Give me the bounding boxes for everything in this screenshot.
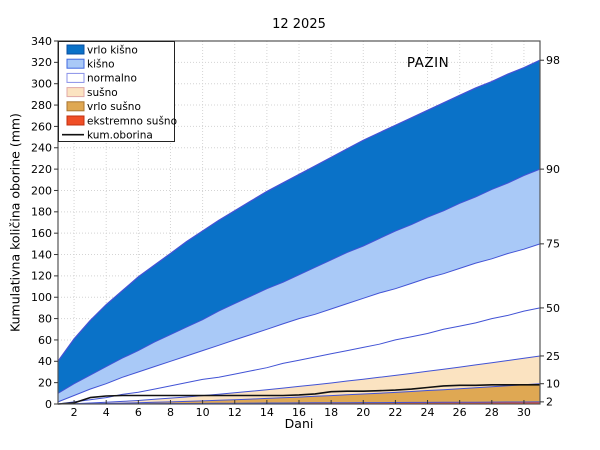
x-tick-label: 24 (421, 406, 435, 419)
y-tick-label: 20 (38, 376, 52, 389)
band-ki-no (58, 169, 540, 402)
band-vrlo-su-no (58, 383, 540, 404)
right-axis-percentile-label: 10 (546, 378, 560, 391)
y-tick-label: 80 (38, 312, 52, 325)
x-tick-label: 4 (103, 406, 110, 419)
y-tick-label: 240 (31, 142, 52, 155)
y-tick-label: 100 (31, 291, 52, 304)
y-tick-label: 40 (38, 355, 52, 368)
legend-label: vrlo kišno (87, 44, 138, 56)
right-axis-percentile-label: 25 (546, 350, 560, 363)
x-tick-label: 16 (292, 406, 306, 419)
x-tick-label: 6 (135, 406, 142, 419)
y-tick-label: 340 (31, 35, 52, 48)
y-tick-label: 60 (38, 334, 52, 347)
band-vrlo-ki-no (58, 60, 540, 394)
legend-swatch-vrlo-ki-no (66, 44, 85, 55)
legend-label: vrlo sušno (87, 101, 141, 113)
percentile-line-p98 (57, 59, 541, 362)
cumulative-precipitation-line (57, 383, 540, 405)
x-tick-label: 12 (228, 406, 242, 419)
x-tick-label: 8 (167, 406, 174, 419)
x-tick-label: 20 (356, 406, 370, 419)
x-tick-label: 2 (71, 406, 78, 419)
y-tick-label: 160 (31, 227, 52, 240)
right-axis-percentile-label: 75 (546, 238, 560, 251)
legend-swatch-ki-no (66, 58, 85, 69)
legend: vrlo kišno kišno normalno sušno vrlo sušno ek… (58, 41, 177, 142)
right-axis-percentile-label: 98 (546, 54, 560, 67)
legend-swatch-su-no (66, 87, 85, 98)
x-tick-label: 26 (453, 406, 467, 419)
x-tick-label: 22 (388, 406, 402, 419)
legend-swatch-vrlo-su-no (66, 101, 85, 112)
y-tick-label: 300 (31, 78, 52, 91)
y-tick-label: 200 (31, 184, 52, 197)
percentile-line-p50 (57, 307, 541, 405)
right-axis-percentile-label: 50 (546, 302, 560, 315)
y-tick-label: 140 (31, 248, 52, 261)
legend-swatch-normalno (66, 72, 85, 83)
percentile-line-p90 (57, 168, 541, 394)
y-tick-label: 120 (31, 270, 52, 283)
legend-label: normalno (87, 73, 137, 85)
legend-label: kišno (87, 59, 115, 71)
x-tick-label: 28 (485, 406, 499, 419)
y-tick-label: 180 (31, 206, 52, 219)
right-axis-percentile-label: 90 (546, 163, 560, 176)
y-tick-label: 0 (45, 398, 52, 411)
y-tick-label: 280 (31, 99, 52, 112)
band-normalno (58, 243, 540, 404)
percentile-line-p75 (57, 243, 541, 403)
x-tick-label: 30 (517, 406, 531, 419)
legend-label: sušno (87, 87, 118, 99)
x-tick-label: 18 (324, 406, 338, 419)
x-tick-label: 10 (196, 406, 210, 419)
y-tick-label: 260 (31, 120, 52, 133)
right-axis-percentile-label: 2 (546, 396, 553, 409)
legend-label: kum.oborina (87, 130, 153, 142)
y-tick-label: 220 (31, 163, 52, 176)
legend-label: ekstremno sušno (87, 115, 177, 127)
legend-swatch-ekstremno-su-no (66, 115, 85, 126)
x-tick-label: 14 (260, 406, 274, 419)
y-tick-label: 320 (31, 56, 52, 69)
